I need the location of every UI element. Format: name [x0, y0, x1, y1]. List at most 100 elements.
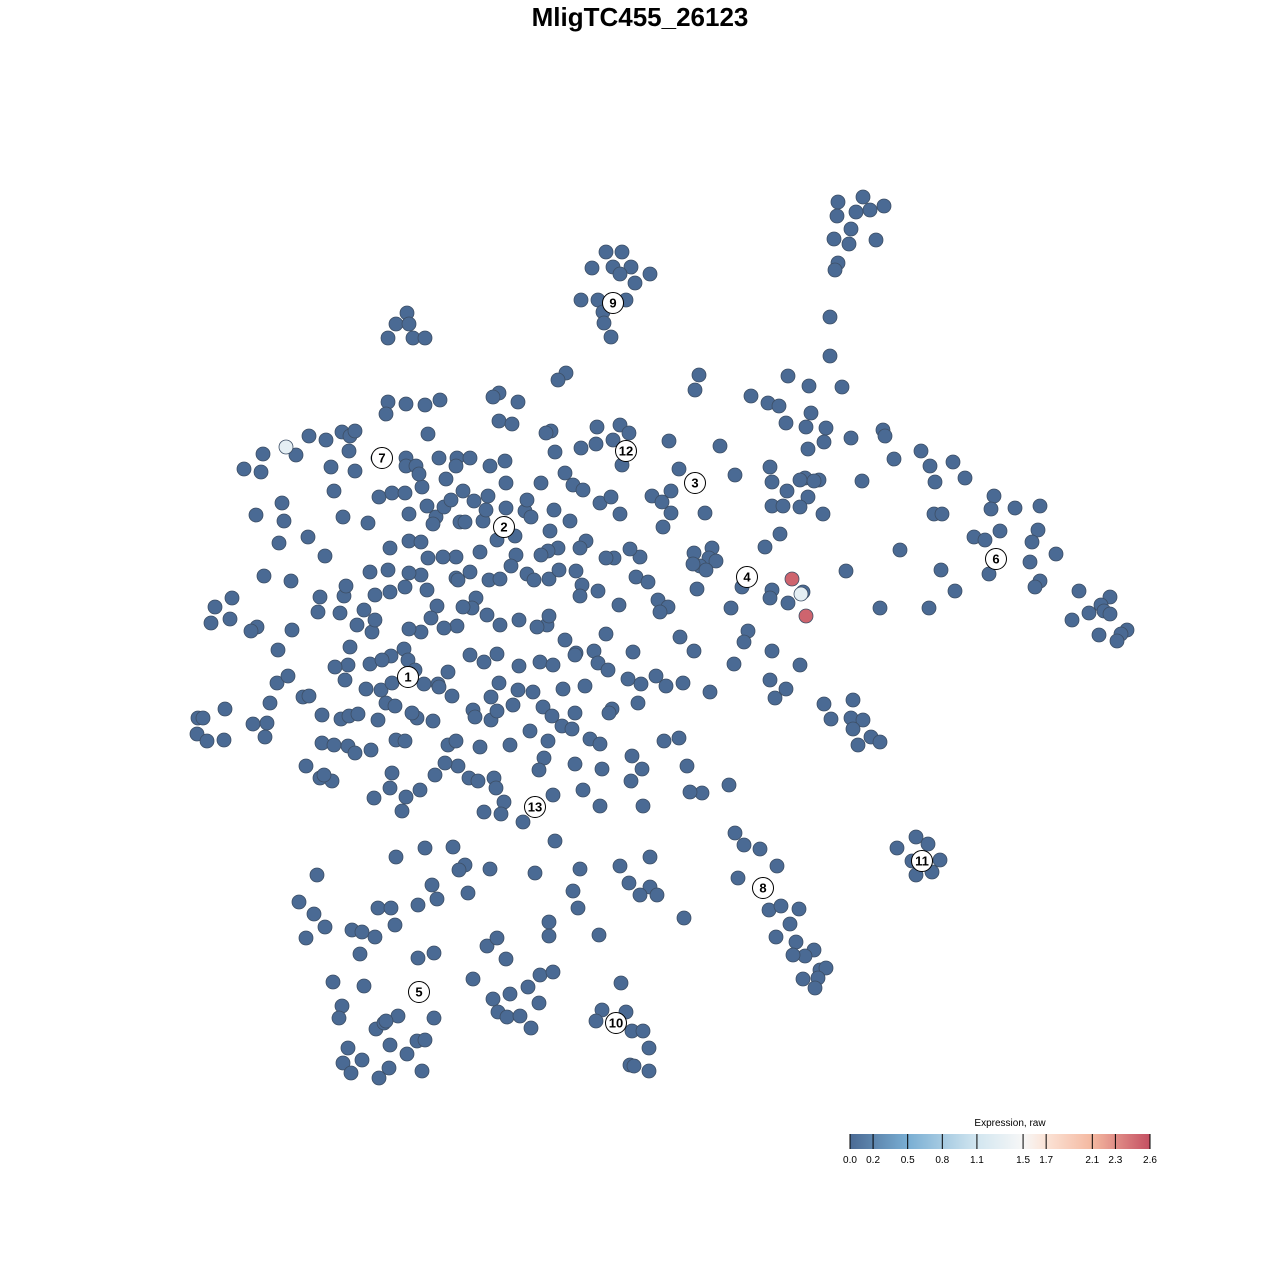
cell-point [426, 945, 442, 961]
cell-point [257, 729, 273, 745]
cell-point [465, 971, 481, 987]
cell-point [443, 492, 459, 508]
cell-point [317, 548, 333, 564]
cell-point [986, 488, 1002, 504]
legend-tick-label: 2.1 [1085, 1155, 1099, 1166]
cell-point [641, 1040, 657, 1056]
cluster-label-9: 9 [602, 292, 624, 314]
cell-point [977, 532, 993, 548]
cluster-label-text: 4 [743, 570, 751, 585]
cluster-label-12: 12 [615, 440, 637, 462]
cell-point [417, 840, 433, 856]
cell-point [455, 599, 471, 615]
cell-point [497, 453, 513, 469]
cell-point [310, 604, 326, 620]
cell-point [792, 657, 808, 673]
cell-point [612, 858, 628, 874]
cell-point [435, 549, 451, 565]
cell-point [689, 581, 705, 597]
cell-point [417, 330, 433, 346]
legend-tick-label: 0.0 [843, 1155, 857, 1166]
cell-point [567, 705, 583, 721]
cluster-label-badge [911, 850, 933, 872]
cell-point [367, 587, 383, 603]
cell-point [541, 571, 557, 587]
cell-point [784, 571, 800, 587]
cell-point [394, 803, 410, 819]
cell-point [872, 734, 888, 750]
cell-point [773, 898, 789, 914]
cell-point [630, 695, 646, 711]
cell-point [531, 762, 547, 778]
cell-point [326, 737, 342, 753]
cell-point [532, 654, 548, 670]
cell-point [440, 664, 456, 680]
cell-point [848, 204, 864, 220]
cell-point [338, 578, 354, 594]
cell-point [488, 780, 504, 796]
cell-point [843, 221, 859, 237]
cell-point [349, 617, 365, 633]
cell-point [535, 699, 551, 715]
cluster-label-5: 5 [408, 981, 430, 1003]
cell-point [927, 474, 943, 490]
cell-point [764, 474, 780, 490]
cell-point [467, 709, 483, 725]
cell-point [367, 929, 383, 945]
cell-point [511, 612, 527, 628]
cluster-label-text: 8 [759, 881, 766, 896]
cell-point [555, 681, 571, 697]
cluster-label-13: 13 [524, 796, 546, 818]
cell-point [782, 916, 798, 932]
cell-point [596, 315, 612, 331]
cell-point [1032, 498, 1048, 514]
cell-point [727, 467, 743, 483]
cell-point [472, 739, 488, 755]
cell-point [992, 523, 1008, 539]
cluster-label-10: 10 [605, 1012, 627, 1034]
cell-point [592, 798, 608, 814]
cell-point [838, 563, 854, 579]
cell-point [450, 758, 466, 774]
cell-point [913, 443, 929, 459]
cluster-label-4: 4 [736, 566, 758, 588]
cell-point [612, 266, 628, 282]
cell-point [886, 451, 902, 467]
cell-point [450, 572, 466, 588]
cell-point [269, 675, 285, 691]
points-layer [189, 189, 1135, 1086]
cell-point [1027, 579, 1043, 595]
cell-point [679, 758, 695, 774]
cell-point [649, 887, 665, 903]
cell-point [868, 232, 884, 248]
cell-point [533, 547, 549, 563]
cell-point [778, 415, 794, 431]
cell-point [736, 837, 752, 853]
cell-point [195, 710, 211, 726]
cell-point [762, 590, 778, 606]
cell-point [687, 382, 703, 398]
cell-point [347, 463, 363, 479]
cell-point [594, 761, 610, 777]
cell-point [472, 544, 488, 560]
cell-point [752, 841, 768, 857]
cell-point [199, 733, 215, 749]
cell-point [216, 732, 232, 748]
cell-point [730, 870, 746, 886]
cluster-label-text: 2 [500, 520, 507, 535]
cell-point [374, 652, 390, 668]
cell-point [564, 721, 580, 737]
cell-point [892, 542, 908, 558]
cluster-label-7: 7 [371, 447, 393, 469]
cell-point [482, 458, 498, 474]
cell-point [603, 329, 619, 345]
cell-point [387, 698, 403, 714]
cell-point [314, 707, 330, 723]
cell-point [492, 617, 508, 633]
cluster-label-badge [752, 877, 774, 899]
cluster-label-badge [736, 566, 758, 588]
cell-point [642, 266, 658, 282]
cell-point [259, 715, 275, 731]
cell-point [298, 930, 314, 946]
